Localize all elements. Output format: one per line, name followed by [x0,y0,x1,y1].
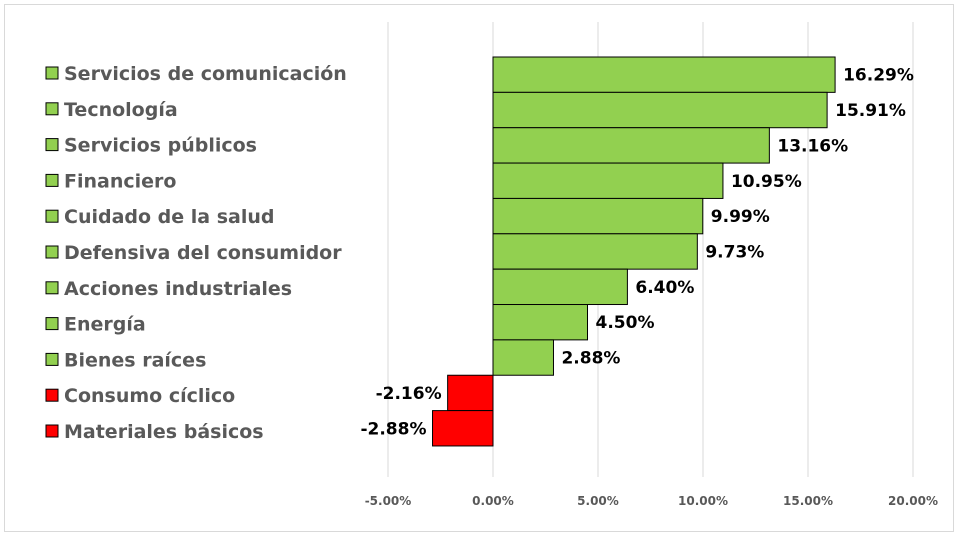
data-label: 6.40% [635,278,694,298]
chart-frame [4,4,954,532]
data-label: 2.88% [561,349,620,369]
bar [492,56,836,93]
data-label: 13.16% [777,136,848,156]
x-tick-label: 0.00% [472,494,514,508]
data-label: 16.29% [843,66,914,86]
legend-marker [45,281,59,295]
bar [432,410,494,447]
legend-marker [45,245,59,259]
bar [492,339,554,376]
legend-label: Defensiva del consumidor [64,242,342,264]
legend-label: Cuidado de la salud [64,206,275,228]
bar [447,374,494,412]
data-label: 4.50% [596,313,655,333]
legend-marker [45,138,59,152]
legend-label: Servicios públicos [64,135,257,157]
data-label: 9.99% [711,207,770,227]
legend-marker [45,424,59,438]
legend-marker [45,388,59,402]
data-label: 15.91% [835,101,906,121]
legend-marker [45,209,59,223]
bar [492,197,704,235]
bar [492,91,828,129]
legend-marker [45,317,59,331]
legend-label: Tecnología [64,99,178,121]
x-tick-label: 10.00% [678,494,728,508]
x-tick-label: -5.00% [365,494,412,508]
data-label: 9.73% [705,242,764,262]
bar [492,268,628,306]
legend-label: Financiero [64,170,176,192]
legend-label: Bienes raíces [64,349,206,371]
legend-label: Acciones industriales [64,278,292,300]
bar [492,304,588,341]
data-label: 10.95% [731,172,802,192]
legend-marker [45,173,59,187]
legend-marker [45,352,59,366]
x-tick-label: 20.00% [888,494,938,508]
legend-marker [45,66,59,80]
data-label: -2.16% [376,384,442,404]
legend-marker [45,102,59,116]
x-tick-label: 15.00% [783,494,833,508]
bar [492,127,770,164]
data-label: -2.88% [360,419,426,439]
bar [492,233,698,270]
legend-label: Energía [64,314,146,336]
bar [492,162,724,199]
x-tick-label: 5.00% [577,494,619,508]
legend-label: Consumo cíclico [64,385,235,407]
legend-label: Materiales básicos [64,421,264,443]
legend-label: Servicios de comunicación [64,63,347,85]
